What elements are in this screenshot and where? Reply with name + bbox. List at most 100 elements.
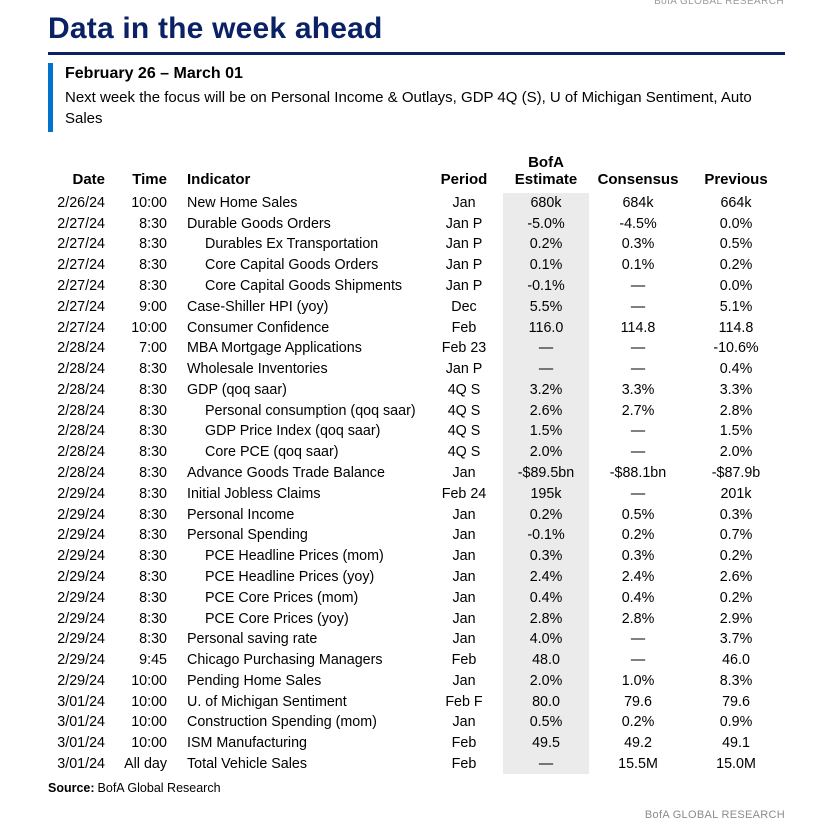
cell-time: 8:30 xyxy=(139,381,167,398)
table-row: 3/01/24 10:00 Construction Spending (mom) J… xyxy=(48,712,785,733)
cell-previous: 0.2% xyxy=(719,589,753,606)
cell-time: 8:30 xyxy=(139,465,167,482)
cell-consensus: 1.0% xyxy=(621,672,655,689)
cell-date: 2/27/24 xyxy=(57,319,105,336)
cell-time: 8:30 xyxy=(139,506,167,523)
cell-consensus: — xyxy=(630,361,646,378)
cell-consensus: 0.2% xyxy=(621,714,655,731)
cell-consensus: 0.5% xyxy=(621,506,655,523)
table-row: 2/29/24 8:30 PCE Core Prices (mom) Jan 0.4% 0… xyxy=(48,587,785,609)
cell-consensus: — xyxy=(630,631,646,648)
cell-date: 2/26/24 xyxy=(57,194,105,211)
cell-period: Jan xyxy=(452,610,476,627)
cell-date: 2/29/24 xyxy=(57,589,105,606)
table-row: 2/27/24 9:00 Case-Shiller HPI (yoy) Dec 5.5%… xyxy=(48,296,785,318)
cell-consensus: 0.3% xyxy=(621,236,655,253)
cell-period: Dec xyxy=(451,298,477,315)
table-row: 2/29/24 8:30 Personal Income Jan 0.2% 0.5% 0.3… xyxy=(48,504,785,525)
table-row: 2/28/24 8:30 Core PCE (qoq saar) 4Q S 2.0% — 2… xyxy=(48,441,785,463)
cell-time: All day xyxy=(124,755,167,772)
cell-date: 2/27/24 xyxy=(57,215,105,232)
cell-time: 8:30 xyxy=(139,257,167,274)
table-row: 2/29/24 8:30 Initial Jobless Claims Feb 24 1… xyxy=(48,483,785,505)
cell-previous: -$87.9b xyxy=(711,465,761,482)
table-row: 2/29/24 10:00 Pending Home Sales Jan 2.0% 1.0… xyxy=(48,670,785,692)
cell-date: 3/01/24 xyxy=(57,755,105,772)
table-row: 2/28/24 8:30 Advance Goods Trade Balance Ja… xyxy=(48,462,785,484)
table-header-row: Date Time Indicator Period BofA Estimate… xyxy=(48,154,785,193)
column-header-date: Date xyxy=(72,171,105,189)
cell-time: 7:00 xyxy=(139,340,167,357)
cell-period: Jan xyxy=(452,527,476,544)
cell-time: 9:00 xyxy=(139,298,167,315)
cell-consensus: 0.3% xyxy=(621,548,655,565)
cell-previous: 0.7% xyxy=(719,527,753,544)
cell-previous: 201k xyxy=(720,485,752,502)
cell-period: Jan xyxy=(452,672,476,689)
cell-bofa-estimate: 0.5% xyxy=(503,712,589,733)
cell-indicator: ISM Manufacturing xyxy=(187,735,307,752)
cell-period: Jan xyxy=(452,506,476,523)
cell-indicator: Total Vehicle Sales xyxy=(187,755,308,772)
cell-date: 2/27/24 xyxy=(57,278,105,295)
period-heading: February 26 – March 01 xyxy=(65,65,243,82)
cell-indicator: Personal Income xyxy=(187,506,295,523)
cell-period: Feb F xyxy=(445,693,483,710)
page-title: Data in the week ahead xyxy=(48,12,383,45)
cell-bofa-estimate: 0.3% xyxy=(503,545,589,567)
cell-time: 8:30 xyxy=(139,278,167,295)
cell-previous: 0.4% xyxy=(719,361,753,378)
cell-previous: 0.2% xyxy=(719,548,753,565)
table-row: 2/26/24 10:00 New Home Sales Jan 680k 684k 664… xyxy=(48,192,785,214)
cell-consensus: 114.8 xyxy=(620,319,656,336)
table-row: 3/01/24 10:00 ISM Manufacturing Feb 49.5 49.2… xyxy=(48,732,785,754)
cell-consensus: 79.6 xyxy=(624,693,652,710)
table-row: 2/27/24 8:30 Durable Goods Orders Jan P -5.0… xyxy=(48,213,785,235)
cell-time: 8:30 xyxy=(139,631,167,648)
cell-indicator: New Home Sales xyxy=(187,194,298,211)
cell-consensus: 0.1% xyxy=(621,257,655,274)
cell-date: 2/29/24 xyxy=(57,548,105,565)
cell-previous: 0.3% xyxy=(719,506,753,523)
table-row: 2/29/24 8:30 PCE Headline Prices (yoy) Jan 2… xyxy=(48,566,785,588)
cell-bofa-estimate: 49.5 xyxy=(503,732,589,754)
cell-bofa-estimate: — xyxy=(503,753,589,775)
cell-date: 2/29/24 xyxy=(57,610,105,627)
cell-indicator: Core Capital Goods Shipments xyxy=(205,278,403,295)
table-head: Date Time Indicator Period BofA Estimate… xyxy=(48,154,785,193)
cell-bofa-estimate: — xyxy=(503,358,589,380)
cell-bofa-estimate: 3.2% xyxy=(503,379,589,401)
cell-consensus: 2.8% xyxy=(621,610,655,627)
cell-bofa-estimate: 80.0 xyxy=(503,691,589,713)
column-header-period: Period xyxy=(440,171,488,189)
cell-bofa-estimate: 5.5% xyxy=(503,296,589,318)
cell-date: 2/29/24 xyxy=(57,631,105,648)
cell-date: 2/28/24 xyxy=(57,361,105,378)
cell-bofa-estimate: — xyxy=(503,337,589,359)
cell-indicator: Consumer Confidence xyxy=(187,319,330,336)
cell-time: 9:45 xyxy=(139,652,167,669)
cell-date: 2/28/24 xyxy=(57,423,105,440)
cell-indicator: Durable Goods Orders xyxy=(187,215,331,232)
cell-bofa-estimate: 116.0 xyxy=(503,317,589,338)
cell-bofa-estimate: 0.2% xyxy=(503,234,589,255)
cell-time: 8:30 xyxy=(139,527,167,544)
cell-period: Jan P xyxy=(445,278,483,295)
cell-period: Feb 24 xyxy=(441,485,487,502)
cell-bofa-estimate: -0.1% xyxy=(503,525,589,546)
cell-time: 8:30 xyxy=(139,215,167,232)
cell-bofa-estimate: 195k xyxy=(503,483,589,505)
cell-date: 2/29/24 xyxy=(57,672,105,689)
title-underline xyxy=(48,52,785,55)
cell-time: 8:30 xyxy=(139,423,167,440)
cell-date: 2/27/24 xyxy=(57,236,105,253)
cell-consensus: 0.2% xyxy=(621,527,655,544)
cell-bofa-estimate: 2.6% xyxy=(503,400,589,422)
top-right-brand: BofA GLOBAL RESEARCH xyxy=(654,0,784,7)
table-row: 2/29/24 8:30 Personal saving rate Jan 4.0% — 3… xyxy=(48,628,785,650)
cell-period: Feb xyxy=(451,319,477,336)
cell-previous: 2.8% xyxy=(719,402,753,419)
cell-time: 10:00 xyxy=(131,714,167,731)
table-row: 2/29/24 8:30 PCE Core Prices (yoy) Jan 2.8% 2… xyxy=(48,608,785,629)
cell-bofa-estimate: 0.1% xyxy=(503,254,589,276)
